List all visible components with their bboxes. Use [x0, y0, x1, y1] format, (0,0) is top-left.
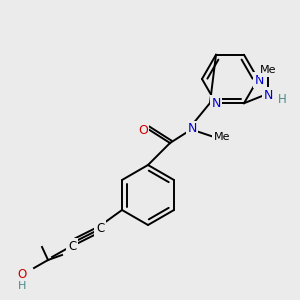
Text: Me: Me: [214, 132, 230, 142]
Text: O: O: [138, 124, 148, 136]
Text: N: N: [263, 89, 273, 102]
Text: N: N: [211, 97, 221, 110]
Text: N: N: [187, 122, 197, 136]
Text: H: H: [18, 281, 26, 291]
Text: C: C: [68, 239, 76, 253]
Text: Me: Me: [260, 65, 276, 75]
Text: H: H: [278, 93, 286, 106]
Text: C: C: [96, 221, 104, 235]
Text: O: O: [17, 268, 27, 281]
Text: N: N: [254, 74, 264, 86]
